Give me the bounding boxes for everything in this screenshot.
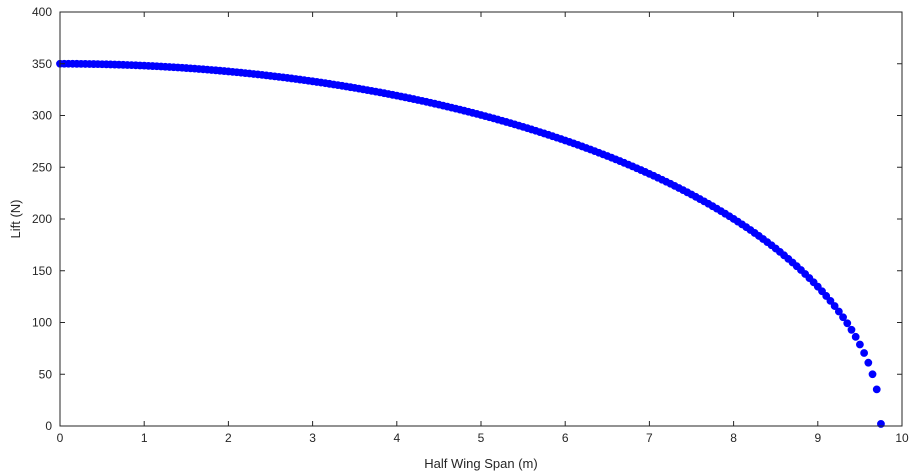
data-points-layer	[56, 59, 885, 428]
data-point	[834, 307, 843, 316]
x-tick-label: 3	[309, 431, 316, 445]
x-tick-label: 2	[225, 431, 232, 445]
x-axis-ticks: 0 1 2 3 4 5 6 7 8 9 10	[57, 12, 909, 445]
y-axis-label: Lift (N)	[8, 200, 23, 239]
y-tick-label: 150	[32, 264, 52, 278]
x-tick-label: 5	[478, 431, 485, 445]
y-tick-label: 50	[39, 367, 53, 381]
data-point	[868, 370, 877, 379]
data-point	[822, 292, 831, 300]
x-tick-label: 8	[730, 431, 737, 445]
x-tick-label: 7	[646, 431, 653, 445]
data-point	[839, 313, 847, 322]
data-point	[864, 358, 873, 367]
data-point	[818, 287, 826, 296]
data-point	[826, 296, 835, 305]
data-point	[856, 340, 864, 349]
data-point	[843, 319, 852, 328]
y-tick-label: 350	[32, 57, 52, 71]
y-tick-label: 300	[32, 109, 52, 123]
x-tick-label: 1	[141, 431, 148, 445]
x-axis-label: Half Wing Span (m)	[424, 456, 537, 471]
data-point	[830, 302, 839, 310]
x-tick-label: 9	[814, 431, 821, 445]
data-point	[847, 325, 856, 334]
x-tick-label: 4	[393, 431, 400, 445]
y-tick-label: 200	[32, 212, 52, 226]
x-tick-label: 0	[57, 431, 64, 445]
data-point	[872, 385, 881, 394]
y-tick-label: 400	[32, 5, 52, 19]
data-point	[860, 349, 869, 357]
y-tick-label: 0	[45, 419, 52, 433]
data-point	[851, 332, 860, 341]
y-tick-label: 250	[32, 160, 52, 174]
x-tick-label: 6	[562, 431, 569, 445]
x-tick-label: 10	[895, 431, 909, 445]
y-tick-label: 100	[32, 316, 52, 330]
y-axis-ticks: 0 50 100 150 200 250 300 350 400	[32, 5, 902, 433]
